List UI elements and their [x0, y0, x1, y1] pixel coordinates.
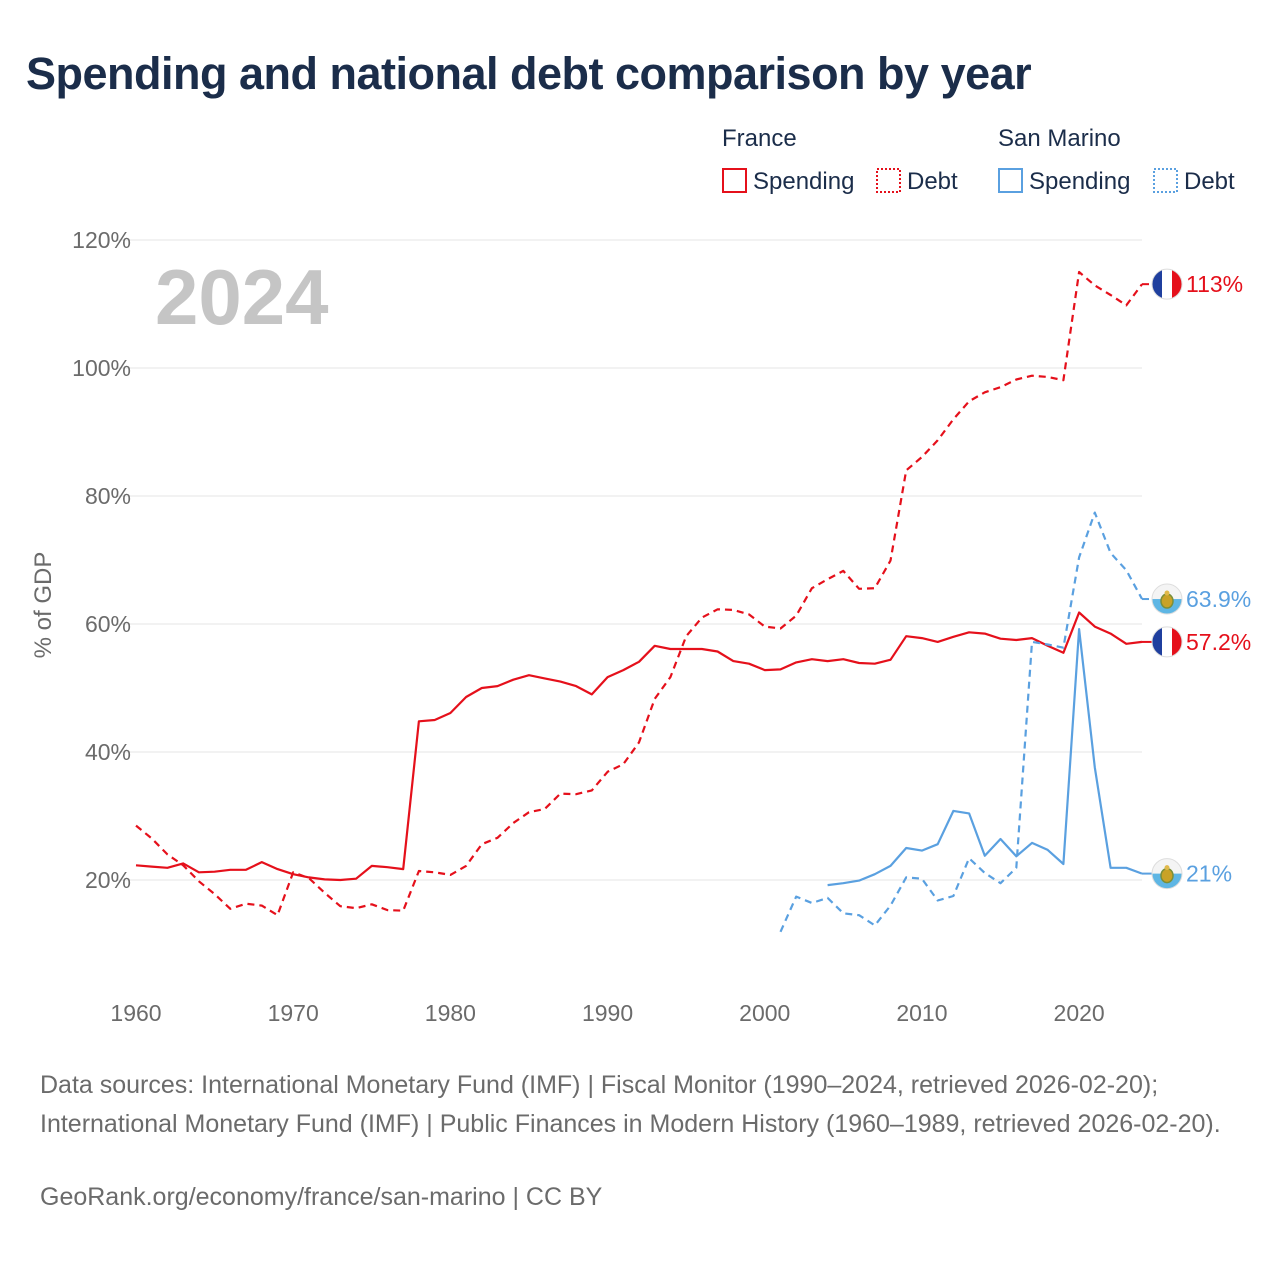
x-axis: 1960 1970 1980 1990 2000 2010 2020 [110, 1000, 1104, 1026]
y-tick-label: 40% [85, 739, 131, 765]
legend-swatch-san-marino-debt [1153, 168, 1178, 193]
flag-stripe-blue [1152, 269, 1162, 300]
legend-label-san-marino-spending: Spending [1029, 168, 1130, 195]
flag-border [1151, 626, 1183, 658]
flag-crown [1164, 590, 1170, 596]
y-tick-label: 20% [85, 867, 131, 893]
x-tick-label: 1990 [582, 1000, 633, 1026]
series-line-san-marino-debt [779, 511, 1143, 933]
san-marino-flag-icon [1151, 583, 1183, 615]
series-lines [135, 270, 1143, 933]
flag-emblem [1160, 593, 1174, 609]
end-value-label: 113% [1186, 271, 1243, 297]
end-value-label: 63.9% [1186, 586, 1251, 612]
page-title: Spending and national debt comparison by… [26, 48, 1032, 99]
legend: France Spending Debt San Marino Spending… [722, 125, 1235, 195]
flag-stripe-red [1172, 269, 1182, 300]
france-flag-icon [1151, 626, 1183, 658]
flag-stripe-white [1162, 269, 1172, 300]
end-markers: 57.2% 113% 21% 63.9% [1142, 268, 1251, 890]
y-axis: 20% 40% 60% 80% 100% 120% [72, 227, 131, 893]
legend-swatch-san-marino-spending [998, 168, 1023, 193]
france-flag-stripes [1152, 269, 1182, 300]
x-tick-label: 2010 [896, 1000, 947, 1026]
x-tick-label: 1970 [268, 1000, 319, 1026]
end-value-label: 57.2% [1186, 629, 1251, 655]
flag-stripe-white [1162, 626, 1172, 657]
legend-label-france-spending: Spending [753, 168, 854, 195]
flag-border [1151, 858, 1183, 890]
legend-group-san-marino: San Marino [998, 125, 1121, 152]
flag-border [1151, 583, 1183, 615]
series-line-france-spending [135, 611, 1143, 882]
flag-emblem [1160, 867, 1174, 884]
y-axis-label: % of GDP [30, 552, 57, 659]
legend-swatch-france-spending [722, 168, 747, 193]
x-tick-label: 2000 [739, 1000, 790, 1026]
year-label: 2024 [155, 253, 329, 341]
x-tick-label: 2020 [1054, 1000, 1105, 1026]
flag-border [1151, 268, 1183, 300]
flag-stripe-red [1172, 626, 1182, 657]
series-line-france-debt [135, 270, 1143, 917]
legend-swatch-france-debt [876, 168, 901, 193]
flag-stripe-blue [1152, 626, 1162, 657]
x-tick-label: 1960 [110, 1000, 161, 1026]
france-flag-icon [1151, 268, 1183, 300]
legend-group-france: France [722, 125, 797, 152]
y-tick-label: 80% [85, 483, 131, 509]
credit-link[interactable]: GeoRank.org/economy/france/san-marino | … [40, 1183, 603, 1211]
x-tick-label: 1980 [425, 1000, 476, 1026]
san-marino-flag-icon [1151, 858, 1183, 890]
data-sources: Data sources: International Monetary Fun… [40, 1071, 1221, 1138]
france-flag-stripes [1152, 626, 1182, 657]
y-tick-label: 60% [85, 611, 131, 637]
gridlines [116, 239, 1142, 881]
y-tick-label: 100% [72, 355, 131, 381]
series-line-san-marino-spending [827, 628, 1143, 887]
legend-label-france-debt: Debt [907, 168, 958, 195]
end-value-label: 21% [1186, 861, 1232, 887]
flag-crown [1164, 865, 1170, 871]
legend-label-san-marino-debt: Debt [1184, 168, 1235, 195]
y-tick-label: 120% [72, 227, 131, 253]
